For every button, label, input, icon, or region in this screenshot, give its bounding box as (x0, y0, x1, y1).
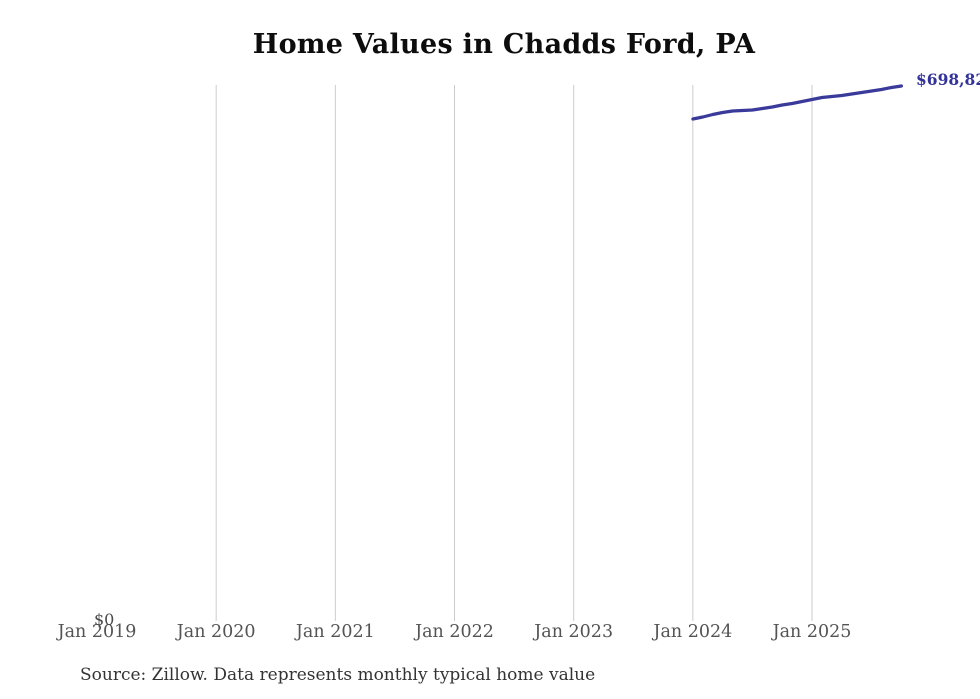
chart-title: Home Values in Chadds Ford, PA (252, 29, 756, 60)
x-tick-label: Jan 2023 (534, 622, 614, 642)
end-value-label: $698,822 (916, 70, 980, 89)
x-tick-label: Jan 2020 (176, 622, 256, 642)
home-value-line (691, 84, 904, 121)
x-tick-label: Jan 2019 (57, 622, 137, 642)
x-tick-label: Jan 2024 (653, 622, 733, 642)
gridlines-group (215, 85, 813, 621)
x-tick-label: Jan 2022 (415, 622, 494, 642)
y-axis-zero-label: $0 (94, 610, 115, 629)
x-tick-label: Jan 2025 (772, 622, 852, 642)
x-tick-label: Jan 2021 (295, 622, 375, 642)
source-note: Source: Zillow. Data represents monthly … (80, 665, 596, 685)
